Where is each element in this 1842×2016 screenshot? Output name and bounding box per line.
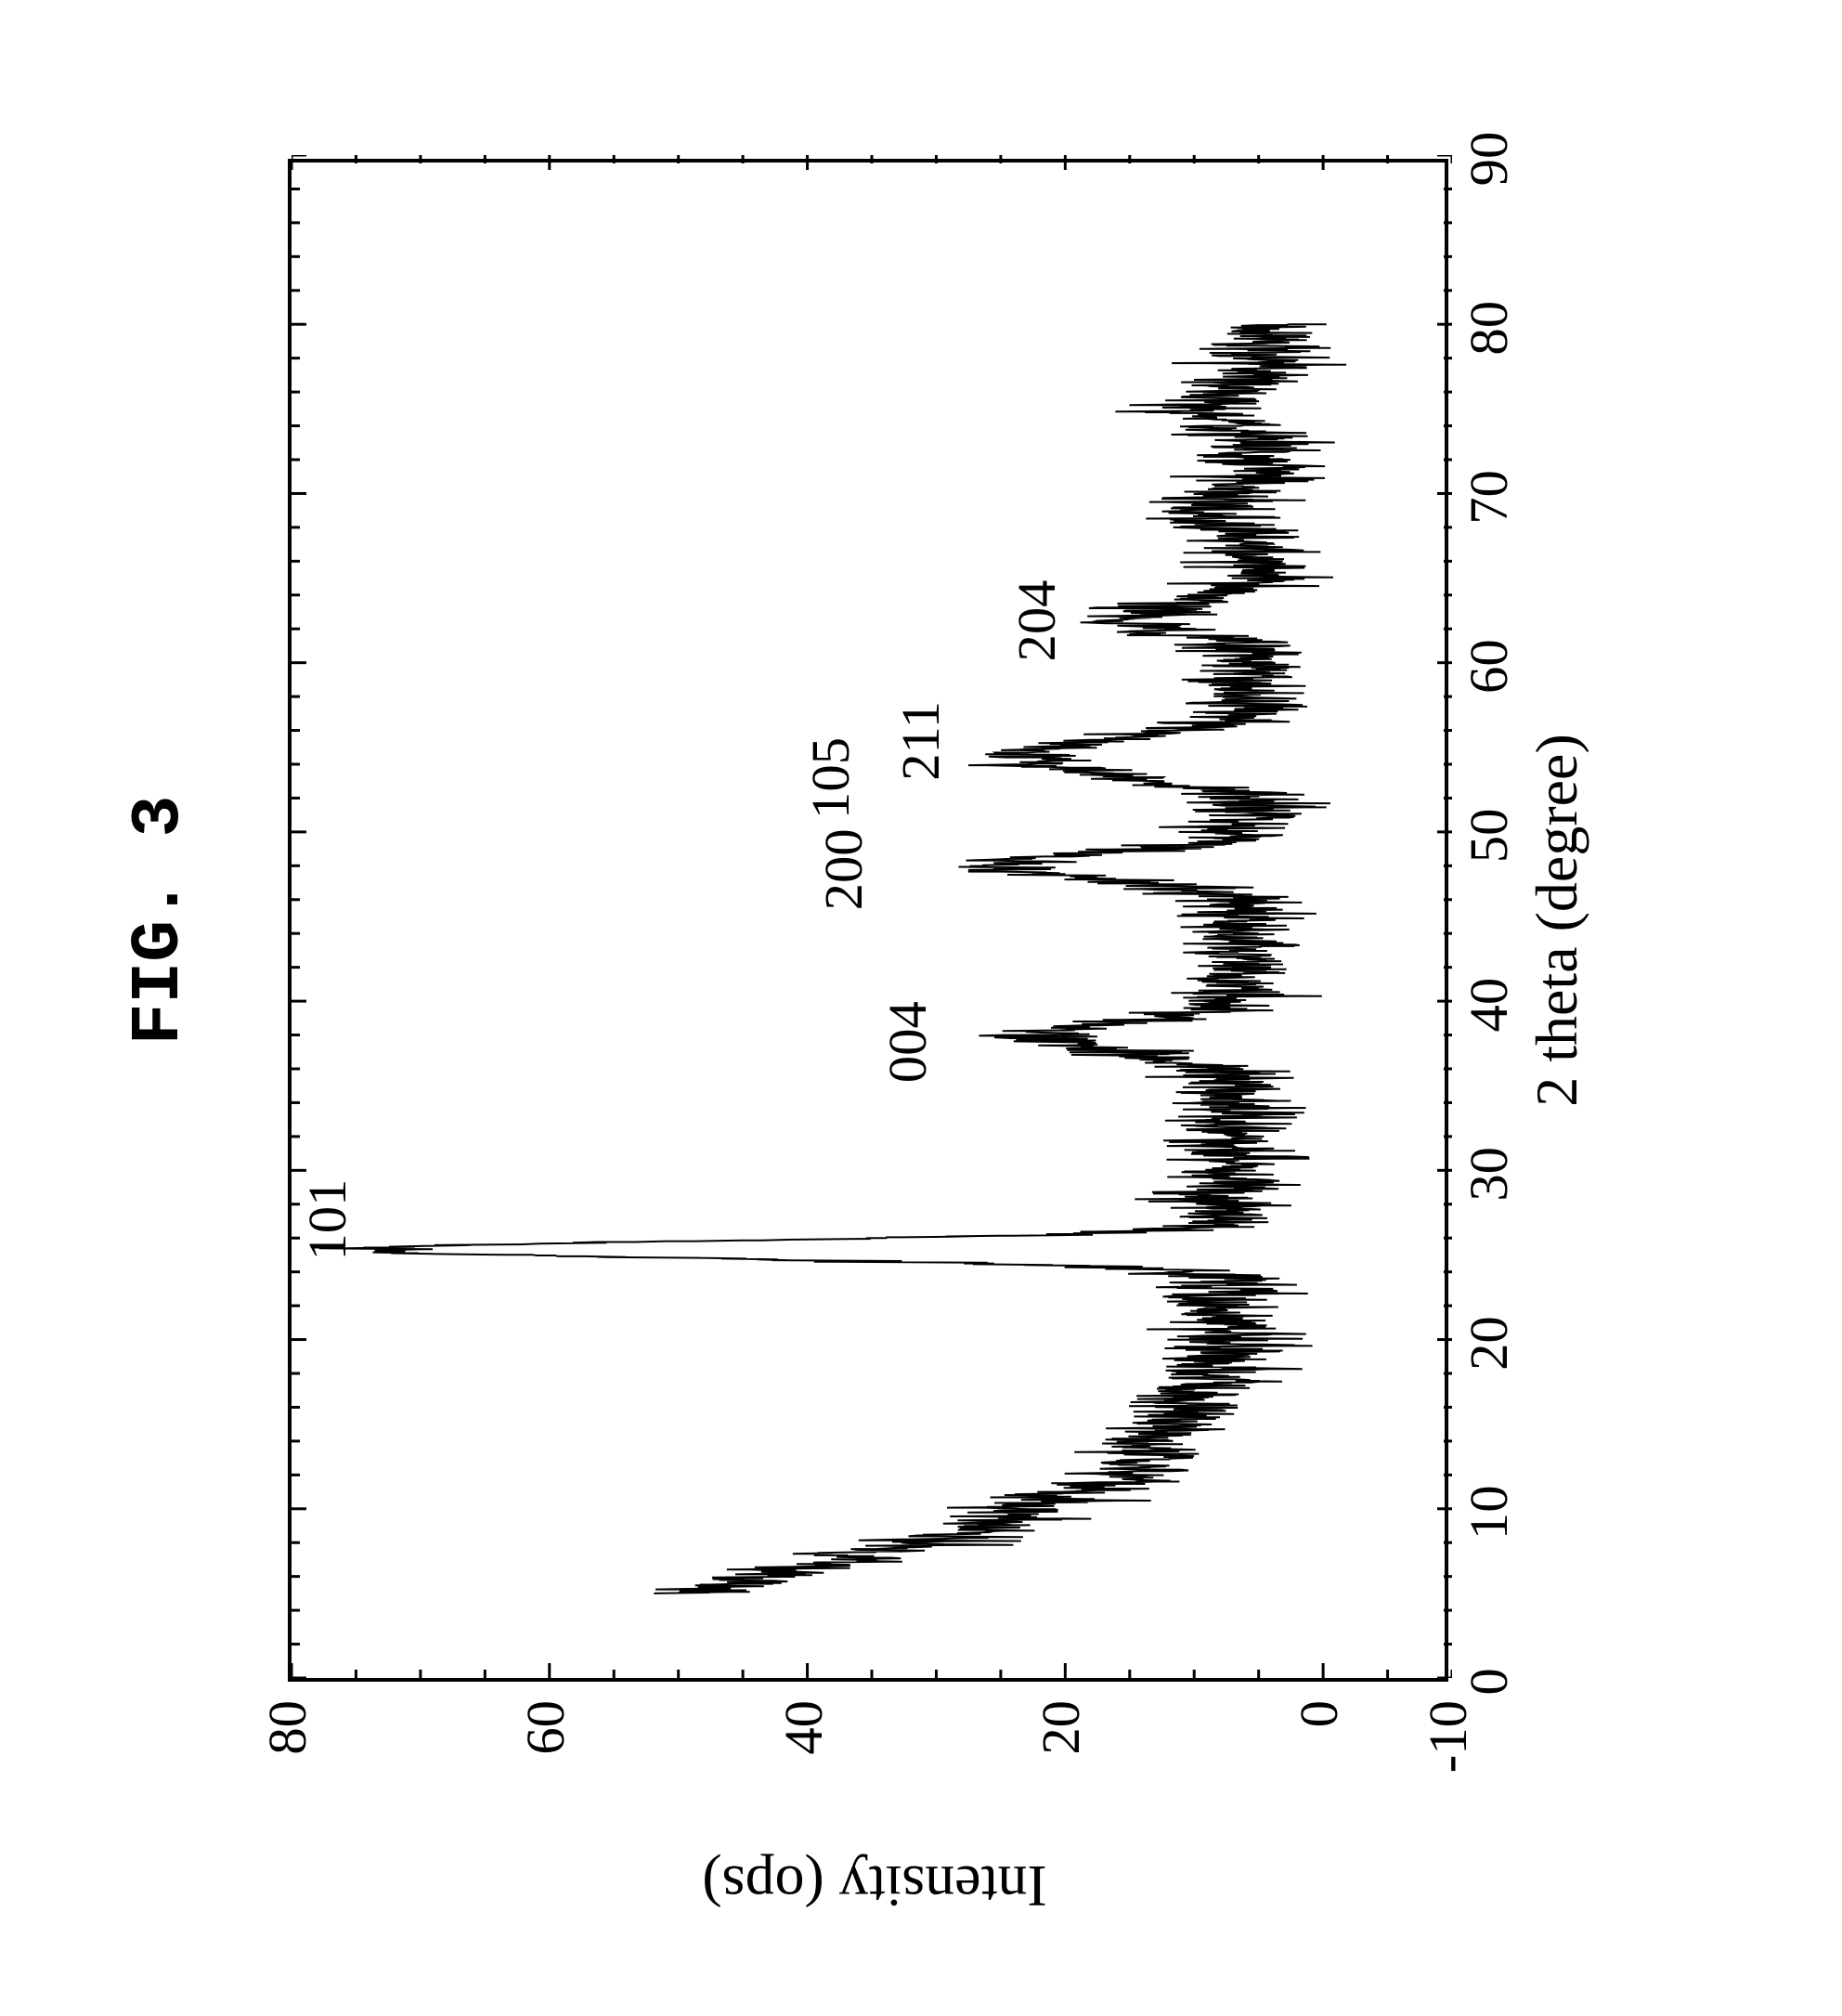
y-tick-label: 60 — [514, 1700, 577, 1830]
y-tick-label: -10 — [1417, 1700, 1479, 1830]
y-axis-label: Intensity (ops) — [294, 1852, 1455, 1920]
peak-label-204: 204 — [1005, 555, 1068, 685]
figure-title: FIG. 3 — [121, 735, 199, 1106]
x-tick-label: 40 — [1458, 958, 1520, 1051]
y-tick-label: 0 — [1288, 1700, 1350, 1830]
x-axis-label: 2 theta (degree) — [1523, 159, 1591, 1682]
x-tick-label: 80 — [1458, 281, 1520, 374]
peak-label-211: 211 — [889, 676, 952, 806]
x-tick-label: 20 — [1458, 1297, 1520, 1390]
x-tick-label: 60 — [1458, 620, 1520, 713]
x-tick-label: 50 — [1458, 789, 1520, 882]
y-tick-label: 40 — [772, 1700, 835, 1830]
x-tick-label: 30 — [1458, 1127, 1520, 1220]
y-tick-label: 80 — [256, 1700, 318, 1830]
y-tick-label: 20 — [1030, 1700, 1092, 1830]
peak-label-004: 004 — [876, 977, 939, 1107]
x-tick-label: 10 — [1458, 1466, 1520, 1559]
x-tick-label: 90 — [1458, 112, 1520, 205]
peak-label-101: 101 — [296, 1155, 358, 1285]
x-tick-label: 70 — [1458, 450, 1520, 543]
peak-label-105: 105 — [799, 713, 862, 843]
